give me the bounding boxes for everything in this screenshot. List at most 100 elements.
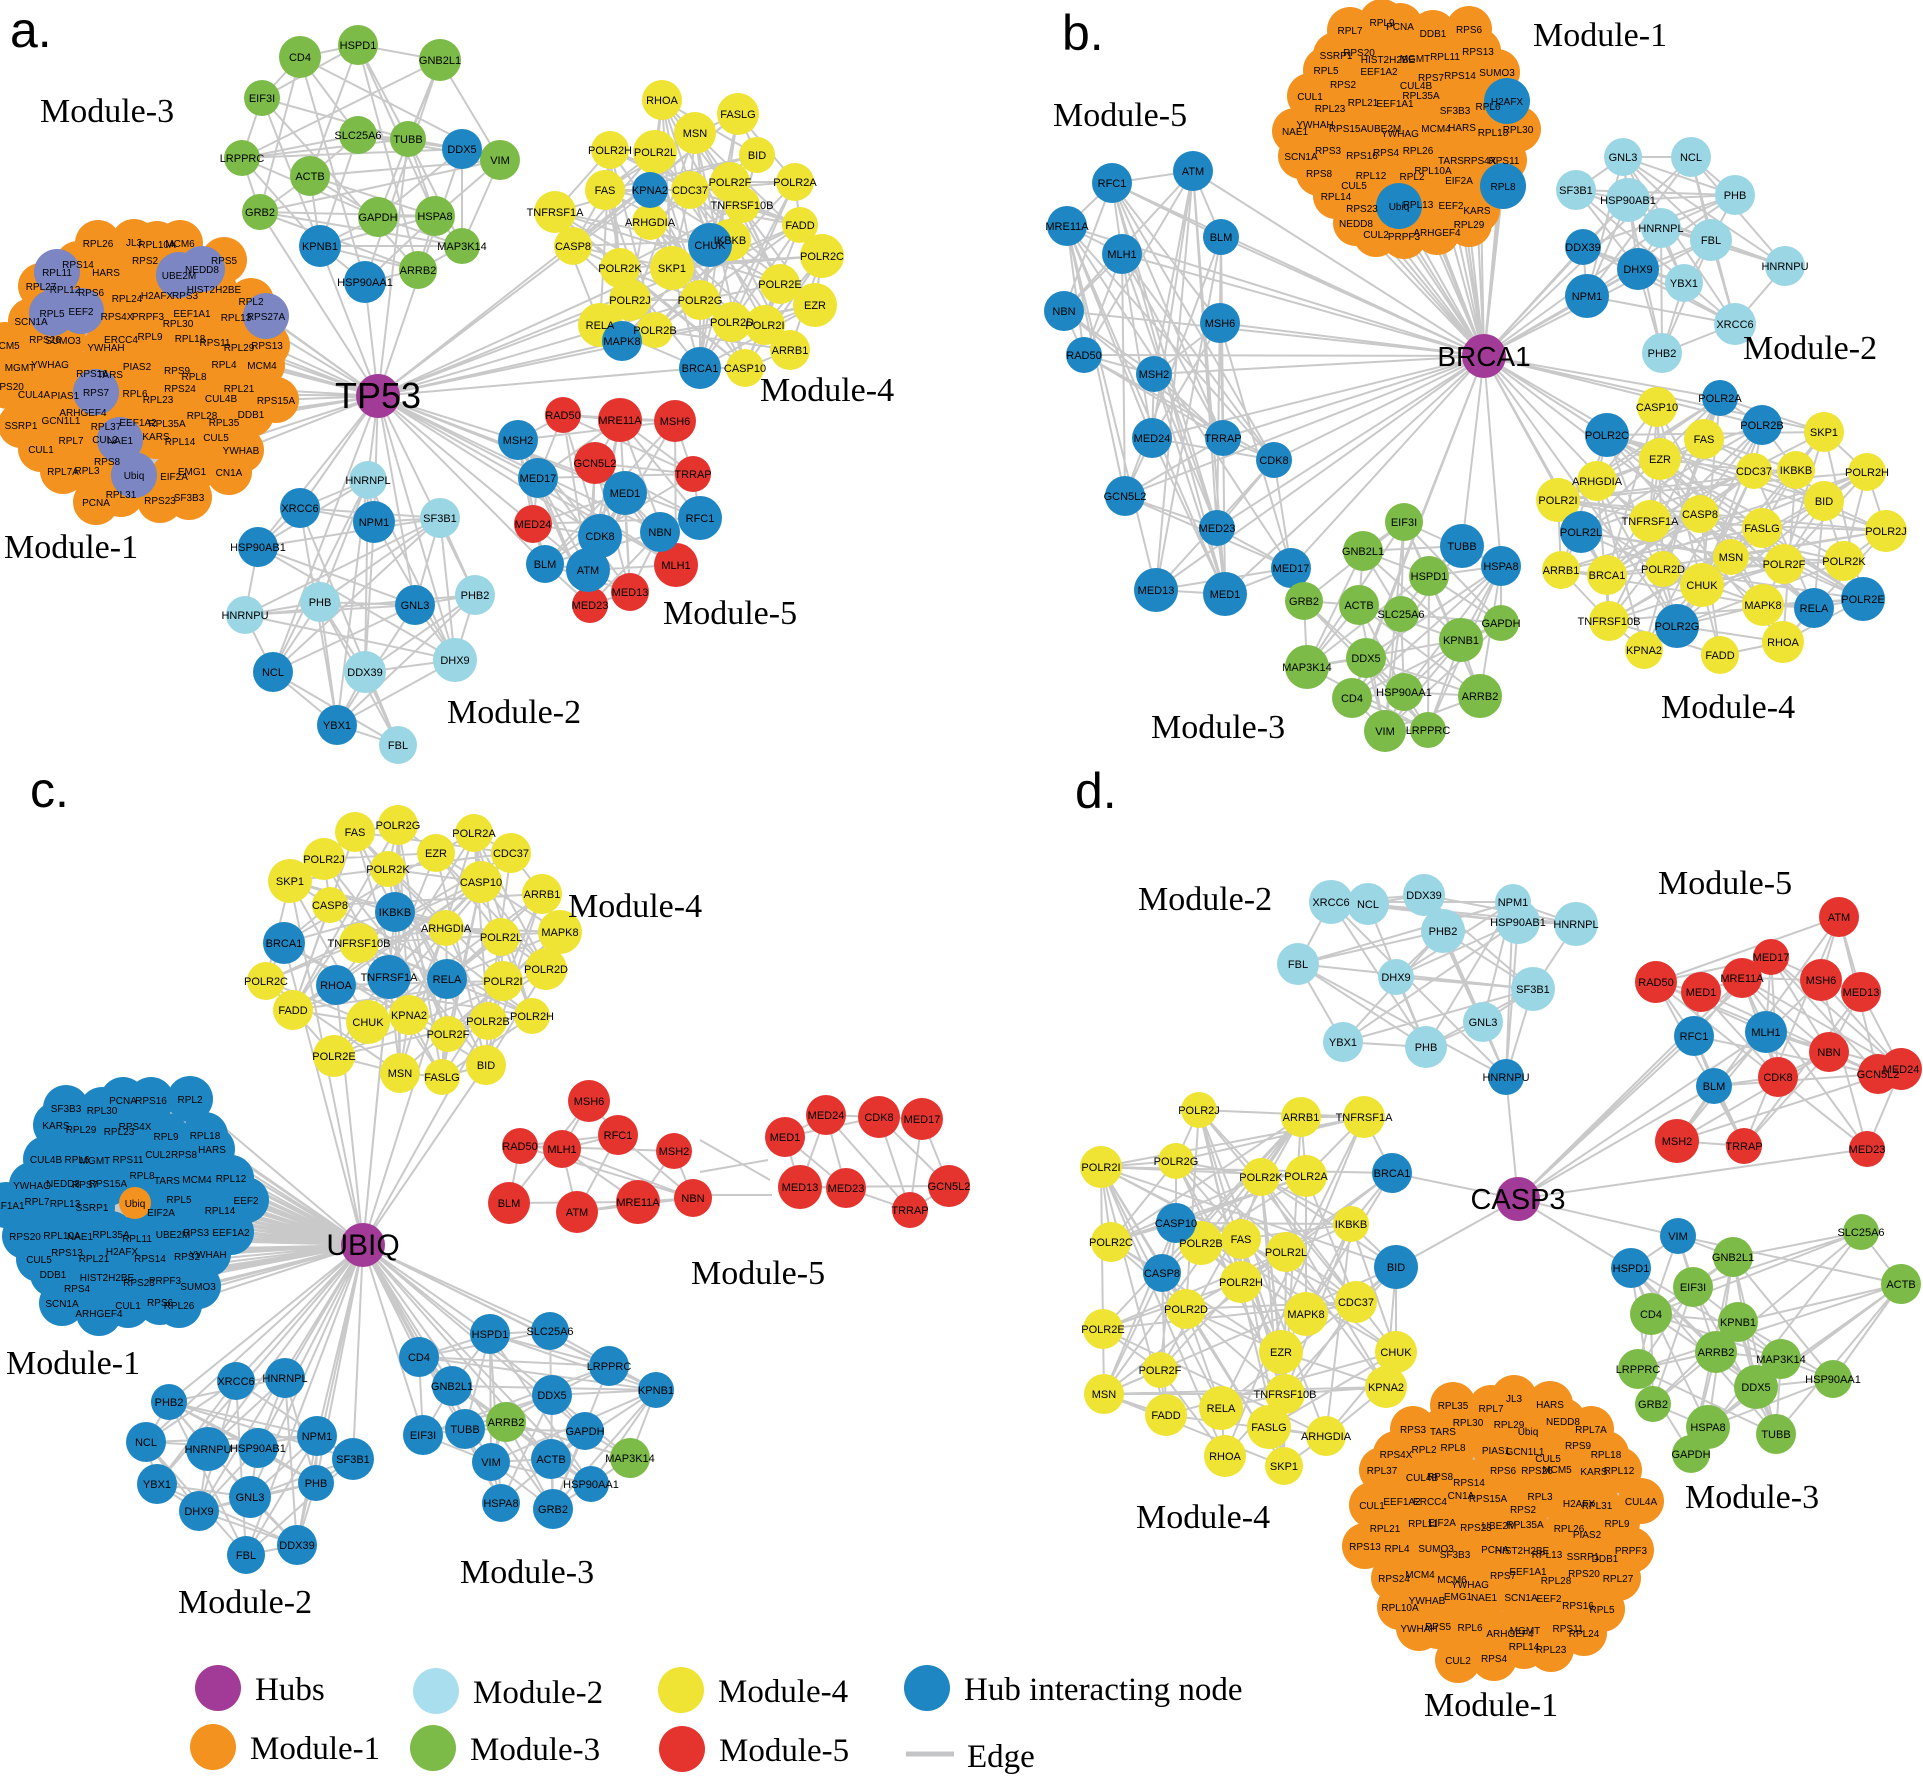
svg-text:GNL3: GNL3 [236, 1492, 265, 1504]
svg-text:MED13: MED13 [1843, 987, 1880, 999]
svg-text:RPL8: RPL8 [181, 372, 206, 383]
svg-text:DHX9: DHX9 [1381, 972, 1410, 984]
svg-text:NPM1: NPM1 [359, 517, 390, 529]
svg-text:RPS13: RPS13 [1349, 1542, 1381, 1553]
svg-text:MED1: MED1 [610, 488, 641, 500]
svg-text:MED23: MED23 [1199, 523, 1236, 535]
svg-text:CUL2: CUL2 [145, 1150, 171, 1161]
svg-text:IKBKB: IKBKB [1335, 1219, 1367, 1231]
svg-text:RPL35A: RPL35A [148, 419, 186, 430]
svg-text:RPS15A: RPS15A [89, 1179, 128, 1190]
svg-text:RPS27A: RPS27A [247, 312, 286, 323]
svg-text:PIAS1: PIAS1 [1482, 1446, 1511, 1457]
svg-text:UBE2M: UBE2M [156, 1230, 190, 1241]
svg-text:RPS14: RPS14 [1444, 71, 1476, 82]
svg-text:RPL8: RPL8 [1440, 1443, 1465, 1454]
svg-text:EIF2A: EIF2A [147, 1208, 175, 1219]
svg-text:Module-5: Module-5 [1658, 865, 1792, 902]
svg-text:POLR2F: POLR2F [1763, 559, 1806, 571]
svg-text:POLR2C: POLR2C [800, 251, 844, 263]
svg-text:Module-3: Module-3 [40, 93, 174, 130]
svg-text:EMG1: EMG1 [178, 467, 207, 478]
svg-text:MAPK8: MAPK8 [603, 336, 640, 348]
svg-text:TARS: TARS [1438, 156, 1464, 167]
svg-text:GCN5L2: GCN5L2 [574, 458, 617, 470]
svg-text:EEF1A1: EEF1A1 [1376, 99, 1414, 110]
svg-text:TUBB: TUBB [393, 134, 422, 146]
svg-text:GAPDH: GAPDH [1671, 1449, 1710, 1461]
svg-text:RPL37: RPL37 [91, 422, 122, 433]
svg-text:Module-1: Module-1 [4, 529, 138, 566]
svg-text:ARHGEF4: ARHGEF4 [1413, 228, 1461, 239]
svg-text:MRE11A: MRE11A [598, 415, 642, 427]
svg-text:RPS6: RPS6 [147, 1298, 174, 1309]
svg-text:RPL27: RPL27 [26, 282, 57, 293]
svg-text:MED13: MED13 [1138, 585, 1175, 597]
svg-text:NCL: NCL [135, 1437, 157, 1449]
svg-text:RPS16: RPS16 [1346, 151, 1378, 162]
svg-text:SF3B1: SF3B1 [336, 1454, 370, 1466]
svg-text:MSN: MSN [388, 1068, 413, 1080]
svg-text:ATM: ATM [1828, 912, 1850, 924]
svg-text:GNB2L1: GNB2L1 [431, 1381, 473, 1393]
svg-text:CDC37: CDC37 [493, 848, 529, 860]
svg-text:Module-5: Module-5 [719, 1733, 849, 1769]
svg-text:CUL2: CUL2 [1363, 230, 1389, 241]
svg-text:RPS14: RPS14 [1453, 1478, 1485, 1489]
svg-text:TNFRSF1A: TNFRSF1A [527, 207, 585, 219]
svg-text:DDB1: DDB1 [40, 1270, 67, 1281]
svg-text:KPNA2: KPNA2 [1626, 645, 1662, 657]
svg-text:DDB1: DDB1 [1420, 29, 1447, 40]
svg-text:POLR2D: POLR2D [1641, 564, 1685, 576]
svg-text:FADD: FADD [1151, 1410, 1180, 1422]
svg-text:RPL10A: RPL10A [43, 1231, 81, 1242]
svg-text:NCL: NCL [262, 667, 284, 679]
svg-text:NEDD8: NEDD8 [46, 1179, 80, 1190]
svg-text:MED23: MED23 [828, 1183, 865, 1195]
svg-text:ARRB1: ARRB1 [1543, 565, 1580, 577]
svg-text:NEDD8: NEDD8 [1339, 219, 1373, 230]
svg-text:RPS14: RPS14 [134, 1254, 166, 1265]
svg-text:RPL23: RPL23 [104, 1127, 135, 1138]
svg-text:LRPPRC: LRPPRC [220, 153, 265, 165]
svg-text:EEF1A1: EEF1A1 [0, 1201, 25, 1212]
svg-text:Module-2: Module-2 [447, 694, 581, 731]
svg-text:RPS6: RPS6 [78, 288, 105, 299]
svg-text:RPS24: RPS24 [1378, 1574, 1410, 1585]
svg-text:BRCA1: BRCA1 [682, 363, 719, 375]
svg-text:RPL7A: RPL7A [1575, 1425, 1607, 1436]
svg-text:GNL3: GNL3 [1469, 1017, 1498, 1029]
svg-text:RPL11: RPL11 [122, 1234, 152, 1245]
svg-text:XRCC6: XRCC6 [1716, 319, 1753, 331]
svg-text:RPL35: RPL35 [209, 418, 240, 429]
svg-text:CHUK: CHUK [1380, 1347, 1412, 1359]
svg-text:UBE2M: UBE2M [1367, 124, 1401, 135]
svg-text:CDK8: CDK8 [864, 1112, 893, 1124]
svg-text:EEF1A1: EEF1A1 [173, 309, 211, 320]
svg-text:SF3B3: SF3B3 [51, 1104, 82, 1115]
svg-text:SUMO3: SUMO3 [1418, 1544, 1454, 1555]
svg-text:RPL2: RPL2 [177, 1095, 202, 1106]
svg-text:NPM1: NPM1 [1572, 291, 1603, 303]
svg-text:PRPF3: PRPF3 [1388, 232, 1421, 243]
svg-text:KPNB1: KPNB1 [1443, 635, 1479, 647]
svg-text:MAP3K14: MAP3K14 [437, 241, 487, 253]
svg-text:RPS7: RPS7 [72, 1180, 99, 1191]
svg-text:DDX39: DDX39 [347, 667, 382, 679]
svg-text:RPL35A: RPL35A [1506, 1520, 1544, 1531]
svg-text:RPS9: RPS9 [164, 366, 191, 377]
svg-text:HNRNPL: HNRNPL [1553, 919, 1598, 931]
svg-text:MGMT: MGMT [1400, 54, 1431, 65]
svg-text:Module-4: Module-4 [568, 888, 702, 925]
svg-text:ERCC4: ERCC4 [1413, 1497, 1447, 1508]
svg-text:MCM4: MCM4 [1421, 124, 1451, 135]
svg-text:MAP3K14: MAP3K14 [1282, 662, 1332, 674]
svg-text:MED13: MED13 [782, 1182, 819, 1194]
svg-text:NAE1: NAE1 [107, 436, 134, 447]
svg-text:TARS: TARS [97, 370, 123, 381]
svg-text:Ubiq: Ubiq [125, 1199, 146, 1210]
svg-text:CD4: CD4 [289, 52, 311, 64]
svg-text:YBX1: YBX1 [143, 1479, 171, 1491]
svg-text:RPL31: RPL31 [106, 490, 137, 501]
svg-text:PHB: PHB [1415, 1042, 1438, 1054]
